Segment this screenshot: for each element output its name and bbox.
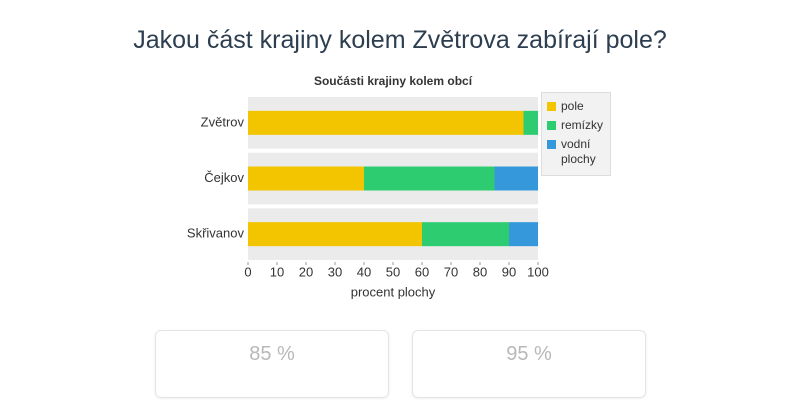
answer-option[interactable]: 95 %: [412, 330, 646, 398]
x-tick-label: 0: [244, 264, 251, 279]
chart-title: Součásti krajiny kolem obcí: [314, 74, 473, 88]
x-tick-label: 50: [386, 264, 400, 279]
x-tick-label: 80: [473, 264, 487, 279]
bar-segment: [523, 110, 538, 135]
legend-item: vodní plochy: [542, 135, 610, 169]
legend-label: remízky: [561, 118, 603, 132]
x-tick-label: 10: [270, 264, 284, 279]
x-axis-label: procent plochy: [351, 284, 436, 299]
x-tick-label: 20: [299, 264, 313, 279]
legend: pole remízky vodní plochy: [541, 92, 611, 176]
x-tick-label: 70: [444, 264, 458, 279]
bar-segment: [494, 166, 538, 191]
answer-option[interactable]: 85 %: [155, 330, 389, 398]
x-tick-label: 40: [357, 264, 371, 279]
x-tick-label: 100: [527, 264, 549, 279]
x-tick-label: 90: [502, 264, 516, 279]
bar-segment: [364, 166, 495, 191]
bar-segment: [509, 222, 538, 247]
y-tick-label: Zvětrov: [201, 114, 245, 129]
bar-segment: [422, 222, 509, 247]
legend-swatch: [547, 140, 556, 149]
legend-swatch: [547, 102, 556, 111]
y-tick-label: Čejkov: [204, 170, 244, 185]
x-tick-label: 60: [415, 264, 429, 279]
legend-item: remízky: [542, 116, 610, 135]
legend-label: pole: [561, 99, 584, 113]
bar-segment: [248, 110, 524, 135]
legend-swatch: [547, 121, 556, 130]
x-tick-label: 30: [328, 264, 342, 279]
bar-segment: [248, 222, 422, 247]
question: Jakou část krajiny kolem Zvětrova zabíra…: [133, 26, 667, 54]
legend-label: vodní plochy: [561, 137, 596, 166]
bar-segment: [248, 166, 364, 191]
legend-item: pole: [542, 97, 610, 116]
y-tick-label: Skřivanov: [187, 226, 245, 241]
